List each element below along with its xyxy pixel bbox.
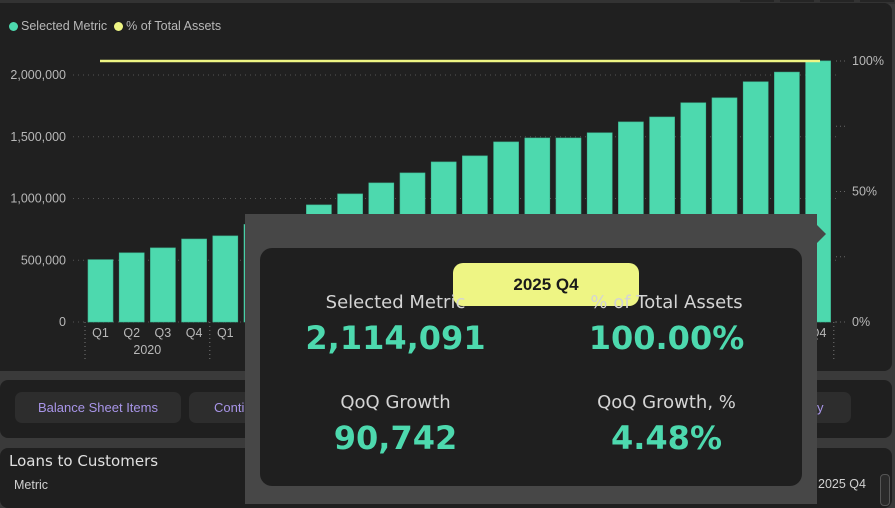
y-tick-label: 1,000,000 — [10, 192, 66, 206]
button-label: y — [817, 400, 824, 415]
y-tick-label: 2,000,000 — [10, 68, 66, 82]
legend-item-selected-metric[interactable]: Selected Metric — [9, 19, 107, 33]
column-header-metric[interactable]: Metric — [14, 478, 49, 492]
x-tick-label: Q4 — [186, 326, 203, 340]
bar — [181, 238, 207, 323]
tooltip-arrow-icon — [817, 225, 826, 243]
bar — [212, 235, 239, 323]
chart-legend: Selected Metric % of Total Assets — [9, 19, 228, 33]
tooltip-value: 90,742 — [333, 419, 458, 457]
legend-dot-icon — [9, 21, 18, 31]
tooltip-value: 4.48% — [610, 419, 722, 457]
x-tick-label: Q1 — [217, 326, 234, 340]
x-tick-label: Q3 — [155, 326, 172, 340]
bar — [150, 247, 176, 323]
legend-item-pct-total-assets[interactable]: % of Total Assets — [114, 19, 221, 33]
column-header-period[interactable]: 2025 Q4 — [818, 477, 866, 491]
tooltip-cell-qoq-growth-pct: QoQ Growth, % 4.48% — [531, 392, 802, 457]
tooltip-card: 2025 Q4 Selected Metric 2,114,091 % of T… — [260, 248, 802, 486]
scrollbar-thumb[interactable] — [880, 474, 890, 506]
tooltip-cell-pct-total-assets: % of Total Assets 100.00% — [531, 292, 802, 357]
bar — [87, 259, 114, 323]
y-right-tick-label: 0% — [852, 315, 870, 329]
button-label: Conti — [214, 400, 245, 415]
x-year-label: 2020 — [133, 343, 161, 357]
table-title: Loans to Customers — [9, 452, 159, 470]
button-label: Balance Sheet Items — [38, 400, 158, 415]
tooltip-cell-selected-metric: Selected Metric 2,114,091 — [260, 292, 531, 357]
tooltip-label: QoQ Growth, % — [597, 392, 736, 413]
tooltip-value: 2,114,091 — [305, 319, 486, 357]
tab-stub[interactable] — [740, 0, 774, 2]
legend-dot-icon — [114, 21, 124, 31]
x-tick-label: Q2 — [123, 326, 140, 340]
tab-stub[interactable] — [860, 0, 894, 2]
y-tick-label: 500,000 — [21, 253, 66, 267]
y-tick-label: 1,500,000 — [10, 130, 66, 144]
y-tick-label: 0 — [59, 315, 66, 329]
tab-stub[interactable] — [780, 0, 814, 2]
x-tick-label: Q1 — [92, 326, 109, 340]
bar — [118, 252, 145, 323]
legend-label: Selected Metric — [21, 19, 108, 33]
tooltip-label: Selected Metric — [325, 292, 466, 313]
tooltip-cell-qoq-growth: QoQ Growth 90,742 — [260, 392, 531, 457]
balance-sheet-items-button[interactable]: Balance Sheet Items — [15, 392, 181, 423]
tooltip-label: % of Total Assets — [590, 292, 743, 313]
y-right-tick-label: 50% — [852, 185, 877, 199]
y-right-tick-label: 100% — [852, 54, 884, 68]
tab-stub[interactable] — [820, 0, 854, 2]
tooltip-period-badge: 2025 Q4 — [453, 263, 639, 306]
top-strip — [0, 0, 895, 4]
legend-label: % of Total Assets — [126, 19, 222, 33]
tooltip-value: 100.00% — [588, 319, 745, 357]
tooltip-label: QoQ Growth — [340, 392, 451, 413]
tooltip: 2025 Q4 Selected Metric 2,114,091 % of T… — [245, 214, 817, 504]
